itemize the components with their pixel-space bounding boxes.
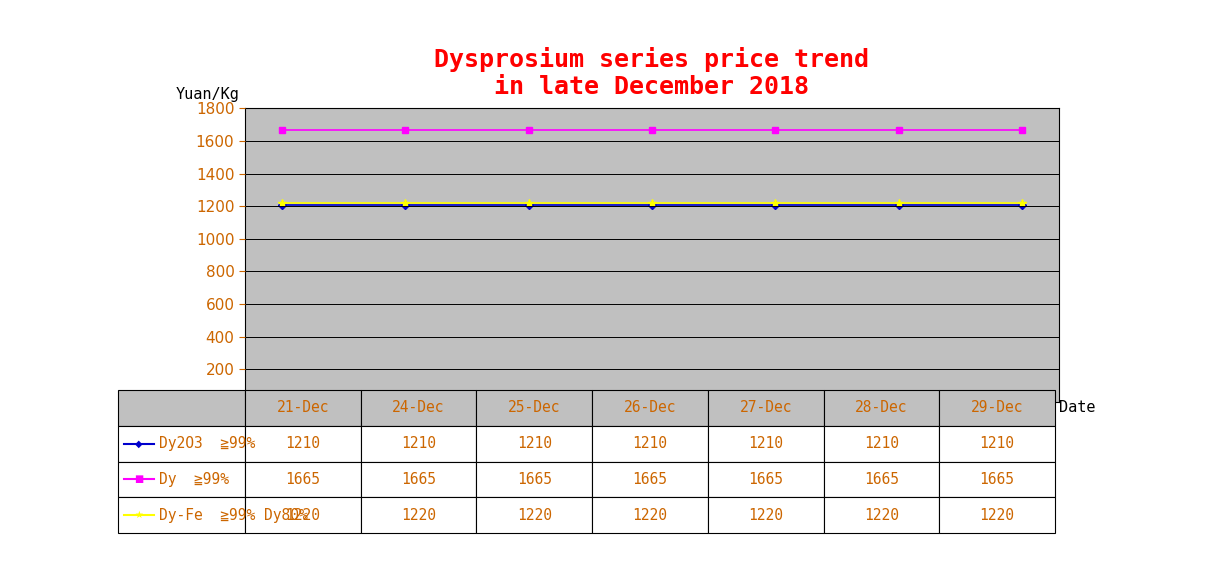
Text: Dy2O3  ≧99%: Dy2O3 ≧99% — [159, 436, 256, 451]
Text: 24-Dec: 24-Dec — [392, 400, 445, 416]
Text: Date: Date — [1059, 400, 1095, 416]
Text: 1210: 1210 — [286, 436, 321, 451]
Text: 1220: 1220 — [632, 508, 667, 523]
Text: 1220: 1220 — [517, 508, 552, 523]
Text: 1210: 1210 — [979, 436, 1014, 451]
Text: 25-Dec: 25-Dec — [508, 400, 561, 416]
Text: 1665: 1665 — [979, 472, 1014, 487]
Text: 1220: 1220 — [402, 508, 437, 523]
Text: 27-Dec: 27-Dec — [739, 400, 792, 416]
Text: ★: ★ — [135, 510, 144, 520]
Text: 21-Dec: 21-Dec — [276, 400, 329, 416]
Text: 1665: 1665 — [632, 472, 667, 487]
Text: 1665: 1665 — [863, 472, 898, 487]
Text: 1220: 1220 — [863, 508, 898, 523]
Text: 1210: 1210 — [517, 436, 552, 451]
Text: 1220: 1220 — [748, 508, 783, 523]
Text: Yuan/Kg: Yuan/Kg — [176, 87, 240, 103]
Text: 1210: 1210 — [863, 436, 898, 451]
Text: Dy-Fe  ≧99% Dy80%: Dy-Fe ≧99% Dy80% — [159, 508, 308, 523]
Text: 1210: 1210 — [748, 436, 783, 451]
Text: ◆: ◆ — [135, 439, 142, 449]
Text: 26-Dec: 26-Dec — [624, 400, 677, 416]
Title: Dysprosium series price trend
in late December 2018: Dysprosium series price trend in late De… — [434, 47, 870, 99]
Text: 28-Dec: 28-Dec — [855, 400, 908, 416]
Text: 1220: 1220 — [286, 508, 321, 523]
Text: Dy  ≧99%: Dy ≧99% — [159, 472, 229, 487]
Text: 1665: 1665 — [517, 472, 552, 487]
Text: 1210: 1210 — [632, 436, 667, 451]
Text: 1665: 1665 — [748, 472, 783, 487]
Text: ■: ■ — [135, 474, 144, 484]
Text: 1220: 1220 — [979, 508, 1014, 523]
Text: 29-Dec: 29-Dec — [971, 400, 1024, 416]
Text: 1665: 1665 — [402, 472, 437, 487]
Text: 1210: 1210 — [402, 436, 437, 451]
Text: 1665: 1665 — [286, 472, 321, 487]
